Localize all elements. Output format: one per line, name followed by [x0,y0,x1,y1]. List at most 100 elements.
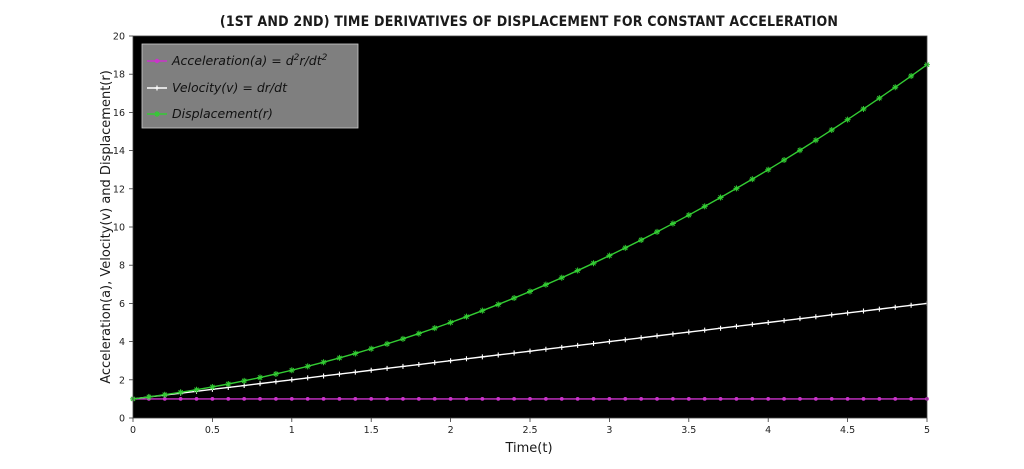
data-point-displacement [606,252,613,259]
data-point-displacement [320,359,327,366]
y-axis: 0 2 4 6 8 10 12 14 16 18 20 [113,32,133,425]
y-tick-label: 16 [113,108,125,119]
data-point-displacement [892,84,899,91]
x-tick-label: 5 [924,425,930,436]
data-point-acceleration [559,397,564,401]
data-point-velocity [289,377,295,383]
data-point-displacement [288,367,295,374]
data-point-displacement [669,220,676,227]
legend-label-displacement: Displacement(r) [172,106,273,121]
legend-box [141,43,359,129]
y-tick-label: 12 [113,184,125,195]
x-tick-label: 1 [289,425,295,436]
data-point-acceleration [210,397,215,401]
data-point-acceleration [623,397,628,401]
data-point-acceleration [448,397,453,401]
data-point-acceleration [464,397,469,401]
data-point-acceleration [258,397,262,401]
data-point-displacement [463,313,470,320]
data-point-acceleration [893,397,898,401]
legend-acc-prefix: Acceleration(a) = d [171,53,294,68]
chart-title: (1ST AND 2ND) TIME DERIVATIVES OF DISPLA… [220,14,838,30]
data-point-displacement [701,203,708,210]
y-tick-label: 6 [119,299,125,310]
data-point-velocity [432,360,438,366]
y-tick-label: 4 [119,337,125,348]
data-point-acceleration [289,397,294,401]
x-axis-label: Time(t) [504,441,552,456]
data-point-acceleration [543,397,548,401]
series-layer [130,35,930,419]
data-point-velocity [813,314,819,320]
x-tick-label: 4.5 [840,425,855,436]
data-point-velocity [527,348,533,354]
data-point-acceleration [639,397,644,401]
data-point-velocity [765,320,771,325]
data-point-velocity [495,352,501,358]
data-point-velocity [321,373,327,379]
data-point-acceleration [274,397,278,401]
data-point-velocity [686,329,692,335]
data-point-displacement [479,307,486,314]
data-point-velocity [908,302,914,308]
data-point-acceleration [845,397,850,401]
data-point-acceleration [512,397,517,401]
data-point-displacement [781,157,788,164]
data-point-displacement [812,137,819,144]
data-point-acceleration [575,397,580,401]
data-point-acceleration [194,397,199,401]
data-point-acceleration [385,397,389,401]
data-point-displacement [860,105,867,112]
series-displacement [130,61,930,402]
data-point-velocity [797,316,803,322]
data-point-acceleration [813,397,818,401]
x-tick-label: 3 [606,425,612,436]
data-point-displacement [209,383,216,390]
data-point-displacement [241,377,248,384]
data-point-acceleration [528,397,532,401]
data-point-velocity [606,339,612,345]
data-point-displacement [272,370,279,377]
data-point-velocity [273,379,279,385]
data-point-acceleration [782,397,786,401]
data-point-velocity [336,371,342,377]
data-point-acceleration [480,397,485,401]
data-point-acceleration [671,397,675,401]
x-tick-label: 2 [448,425,454,436]
data-point-acceleration [702,397,707,401]
data-point-acceleration [607,397,612,401]
data-point-acceleration [655,397,659,401]
data-point-acceleration [718,397,723,401]
data-point-acceleration [162,397,167,401]
data-point-displacement [828,126,835,133]
data-point-displacement [574,267,581,274]
data-point-displacement [336,354,343,361]
data-point-acceleration [591,397,596,401]
data-point-velocity [352,369,358,375]
data-point-displacement [368,345,375,352]
data-point-displacement [876,95,883,102]
data-point-displacement [193,386,200,393]
data-point-acceleration [226,397,231,401]
data-point-acceleration [337,397,342,401]
data-point-displacement [177,389,184,396]
data-point-displacement [654,228,661,235]
data-point-acceleration [401,397,405,401]
data-point-velocity [479,354,485,360]
y-tick-label: 10 [113,223,125,234]
y-tick-label: 2 [119,375,125,386]
data-point-velocity [860,308,866,314]
data-point-displacement [145,393,152,400]
data-point-acceleration [369,397,374,401]
x-axis: 0 0.5 1 1.5 2 2.5 3 3.5 4 4.5 5 [130,418,930,436]
data-point-acceleration [496,397,501,401]
data-point-velocity [638,335,644,341]
data-point-velocity [733,323,739,329]
data-point-velocity [559,344,565,350]
data-point-acceleration [798,397,802,401]
y-tick-label: 8 [119,261,125,272]
data-point-displacement [399,335,406,342]
data-point-acceleration [750,397,755,401]
data-point-displacement [622,244,629,251]
x-tick-label: 3.5 [681,425,696,436]
